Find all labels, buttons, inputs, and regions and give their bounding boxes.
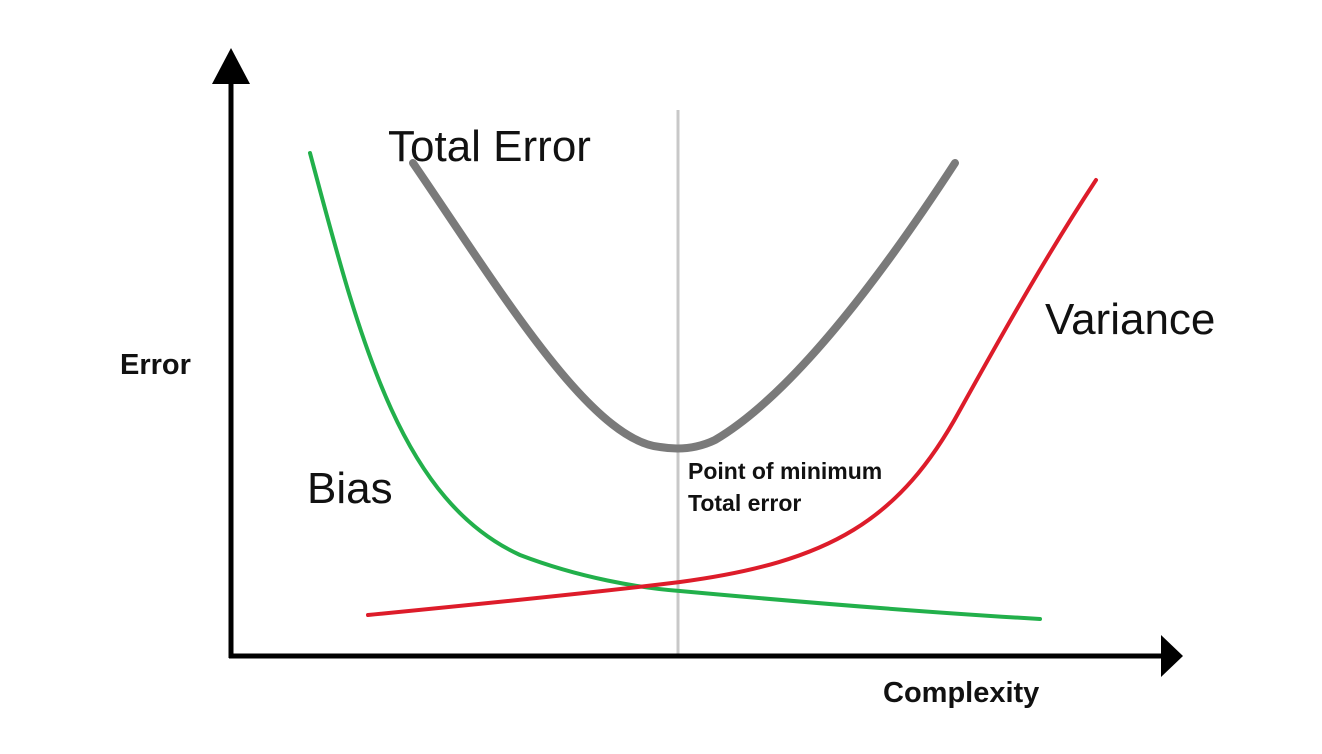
- variance-label: Variance: [1045, 295, 1215, 344]
- arrow-up-icon: [212, 48, 250, 84]
- arrow-right-icon: [1161, 635, 1183, 677]
- min-point-label-line2: Total error: [688, 490, 801, 516]
- bias-label: Bias: [307, 464, 393, 513]
- bias-curve: [308, 151, 1042, 621]
- variance-curve: [366, 178, 1098, 617]
- y-axis-label: Error: [120, 349, 191, 381]
- total-error-label: Total Error: [388, 122, 591, 171]
- total-error-curve: [409, 159, 959, 453]
- min-point-label-line1: Point of minimum: [688, 458, 882, 484]
- x-axis-label: Complexity: [883, 677, 1039, 709]
